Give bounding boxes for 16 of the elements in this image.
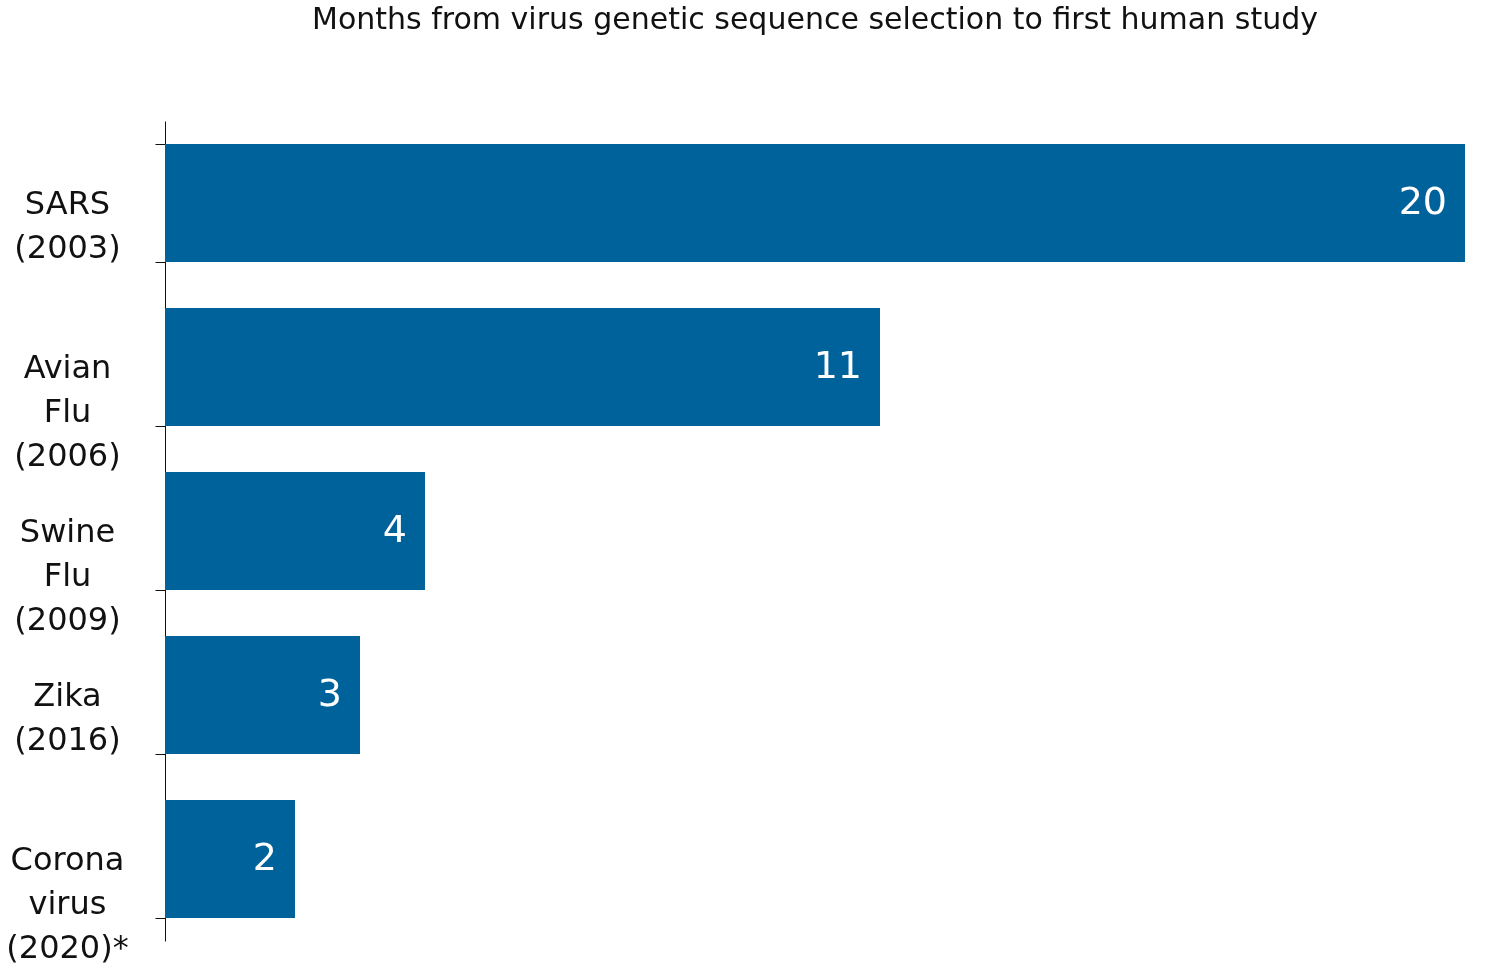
- bar: [165, 471, 425, 591]
- chart-title: Months from virus genetic sequence selection to first human study: [312, 1, 1318, 36]
- data-label: 20: [1398, 179, 1447, 223]
- bar: [165, 635, 360, 755]
- y-tick-label: Avian Flu (2006): [14, 347, 121, 474]
- y-tick-label: Zika (2016): [14, 675, 121, 758]
- y-tick-label: Corona virus (2020)*: [6, 839, 129, 966]
- bar: [165, 307, 880, 427]
- y-tick-label: Swine Flu (2009): [14, 511, 121, 638]
- data-label: 3: [317, 671, 342, 715]
- bar: [165, 799, 295, 919]
- data-label: 11: [813, 343, 862, 387]
- y-tick-label: SARS (2003): [14, 183, 121, 266]
- data-label: 4: [382, 507, 407, 551]
- bar: [165, 143, 1465, 263]
- data-label: 2: [252, 835, 277, 879]
